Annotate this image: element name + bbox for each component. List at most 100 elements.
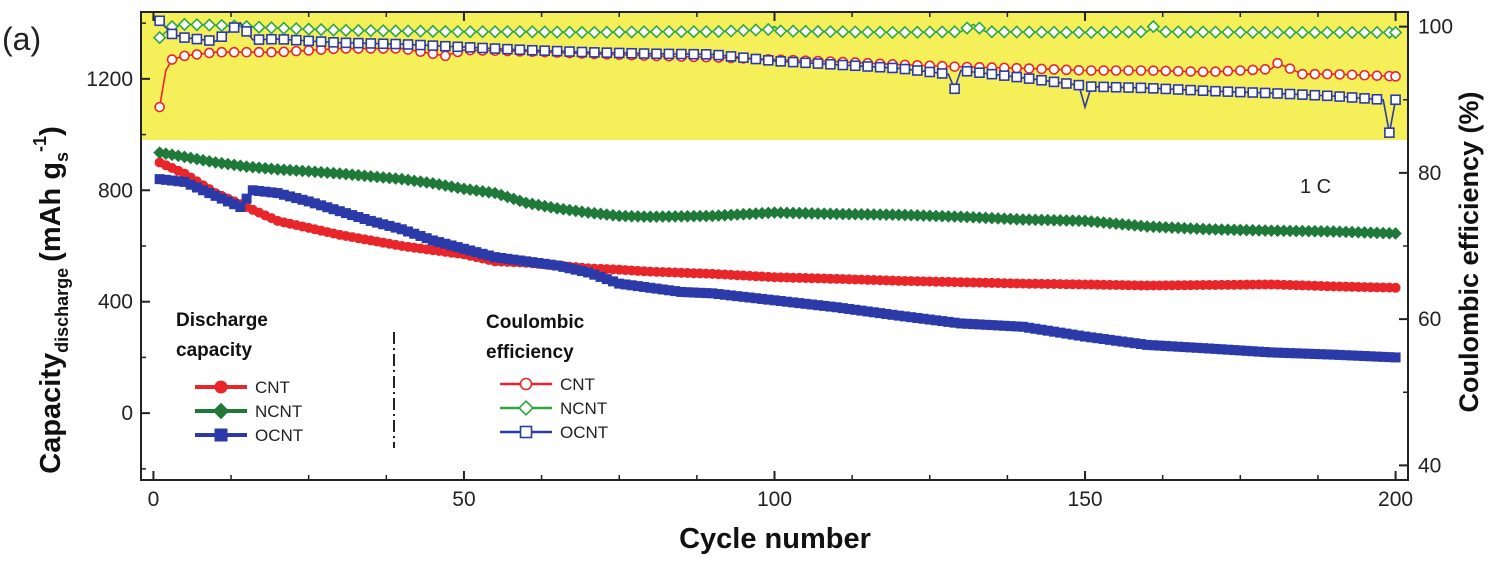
ce-point-ocnt bbox=[589, 47, 600, 58]
ce-point-ncnt bbox=[736, 23, 751, 38]
ce-point-ncnt bbox=[823, 24, 838, 39]
ce-point-ocnt bbox=[1172, 84, 1184, 95]
ce-point-cnt bbox=[1259, 64, 1271, 75]
ce-point-cnt bbox=[290, 45, 302, 57]
y-left-tick-label: 400 bbox=[98, 291, 133, 314]
ce-point-ncnt bbox=[972, 21, 987, 35]
panel-label: (a) bbox=[2, 21, 41, 57]
discharge-point-ocnt bbox=[235, 202, 246, 212]
ce-point-ncnt bbox=[786, 24, 800, 38]
ce-point-ocnt bbox=[390, 38, 401, 50]
ce-point-cnt bbox=[1172, 65, 1184, 77]
ce-point-ncnt bbox=[624, 25, 639, 39]
ce-point-ocnt bbox=[688, 48, 700, 60]
ce-point-ocnt bbox=[725, 51, 737, 62]
ce-point-ncnt bbox=[798, 24, 813, 39]
ce-point-ncnt bbox=[711, 24, 726, 39]
discharge-point-ocnt bbox=[1390, 352, 1401, 363]
ce-point-ocnt bbox=[601, 47, 613, 58]
ce-point-ocnt bbox=[713, 49, 724, 61]
ce-point-ocnt bbox=[800, 57, 811, 69]
ce-point-ocnt bbox=[477, 42, 488, 54]
ce-point-cnt bbox=[1197, 66, 1209, 78]
ce-point-cnt bbox=[191, 49, 203, 60]
ce-point-ocnt bbox=[489, 43, 501, 54]
ce-point-cnt bbox=[1023, 63, 1035, 74]
ce-point-ocnt bbox=[837, 59, 849, 71]
legend-discharge-label-ncnt: NCNT bbox=[255, 402, 302, 421]
ce-point-ocnt bbox=[849, 60, 861, 72]
ce-point-cnt bbox=[1160, 65, 1172, 77]
ce-point-ncnt bbox=[314, 22, 328, 37]
ce-point-ocnt bbox=[1073, 79, 1085, 91]
ce-point-ocnt bbox=[1011, 71, 1023, 83]
ce-point-ncnt bbox=[1208, 25, 1223, 39]
ce-point-ocnt bbox=[440, 40, 451, 52]
y-left-tick-label: 800 bbox=[98, 179, 133, 202]
ce-point-ncnt bbox=[575, 25, 589, 40]
ce-point-ocnt bbox=[1359, 93, 1370, 104]
ce-point-cnt bbox=[1390, 71, 1401, 82]
ce-point-cnt bbox=[1272, 57, 1283, 69]
ce-point-ncnt bbox=[450, 24, 465, 39]
ce-point-ncnt bbox=[1295, 25, 1310, 40]
ce-point-cnt bbox=[1235, 65, 1246, 76]
ce-point-cnt bbox=[1148, 65, 1159, 76]
x-tick-label: 100 bbox=[757, 488, 792, 511]
ce-point-ncnt bbox=[1245, 25, 1260, 40]
ce-point-ncnt bbox=[637, 25, 651, 39]
ce-point-ncnt bbox=[1146, 19, 1161, 34]
ce-point-ncnt bbox=[1109, 25, 1123, 39]
ce-point-ocnt bbox=[936, 68, 948, 79]
ce-point-ncnt bbox=[1072, 25, 1086, 40]
ce-point-ncnt bbox=[351, 23, 366, 38]
ce-point-cnt bbox=[1346, 69, 1358, 81]
ce-point-ncnt bbox=[1084, 25, 1099, 40]
ce-point-ocnt bbox=[738, 52, 749, 64]
ce-point-ocnt bbox=[1098, 81, 1109, 93]
ce-point-ocnt bbox=[912, 65, 923, 76]
ce-point-ncnt bbox=[413, 24, 428, 38]
x-axis-title: Cycle number bbox=[679, 523, 871, 555]
y-right-tick-label: 40 bbox=[1418, 454, 1441, 477]
discharge-point-ocnt bbox=[241, 193, 252, 204]
ce-point-ncnt bbox=[1159, 25, 1173, 39]
ce-point-ocnt bbox=[1222, 86, 1234, 97]
ce-point-ncnt bbox=[202, 18, 217, 32]
x-tick-label: 200 bbox=[1378, 488, 1413, 511]
legend-ce-marker-ocnt bbox=[519, 425, 533, 439]
ce-point-cnt bbox=[1371, 70, 1383, 81]
ce-point-ocnt bbox=[353, 37, 364, 49]
ce-point-ocnt bbox=[1061, 78, 1072, 89]
ce-point-ocnt bbox=[328, 37, 339, 48]
ce-point-ncnt bbox=[1258, 25, 1272, 40]
ce-point-ocnt bbox=[862, 61, 873, 72]
y-left-title-unit-close: ) bbox=[35, 126, 67, 136]
ce-point-ocnt bbox=[1110, 81, 1122, 93]
ce-point-ncnt bbox=[923, 25, 937, 39]
legend-discharge-title-line2: capacity bbox=[176, 340, 252, 361]
x-tick-label: 0 bbox=[148, 488, 160, 511]
ce-point-ncnt bbox=[463, 24, 477, 39]
ce-point-ocnt bbox=[564, 46, 575, 57]
svg-text:Capacitydischarge(mAh gs-1): Capacitydischarge (mAh gs-1) bbox=[30, 126, 72, 474]
ce-point-ncnt bbox=[1022, 25, 1036, 39]
legend-ce-title-line2: efficiency bbox=[486, 342, 574, 363]
ce-series-ncnt bbox=[152, 17, 1403, 45]
ce-point-cnt bbox=[278, 46, 290, 58]
y-right-tick-label: 80 bbox=[1418, 162, 1441, 185]
ce-point-ocnt bbox=[290, 34, 302, 46]
ce-point-ncnt bbox=[587, 25, 602, 40]
ce-point-ncnt bbox=[264, 21, 279, 35]
series-layer bbox=[152, 15, 1403, 363]
legend-discharge-title-line1: Discharge bbox=[176, 310, 268, 331]
ce-point-ncnt bbox=[326, 23, 341, 37]
x-tick-label: 50 bbox=[452, 488, 475, 511]
rate-label: 1 C bbox=[1300, 176, 1331, 198]
discharge-series-cnt bbox=[154, 157, 1401, 293]
ce-point-ocnt bbox=[874, 61, 886, 73]
ce-point-ocnt bbox=[266, 33, 277, 45]
ce-point-ocnt bbox=[1384, 127, 1395, 138]
